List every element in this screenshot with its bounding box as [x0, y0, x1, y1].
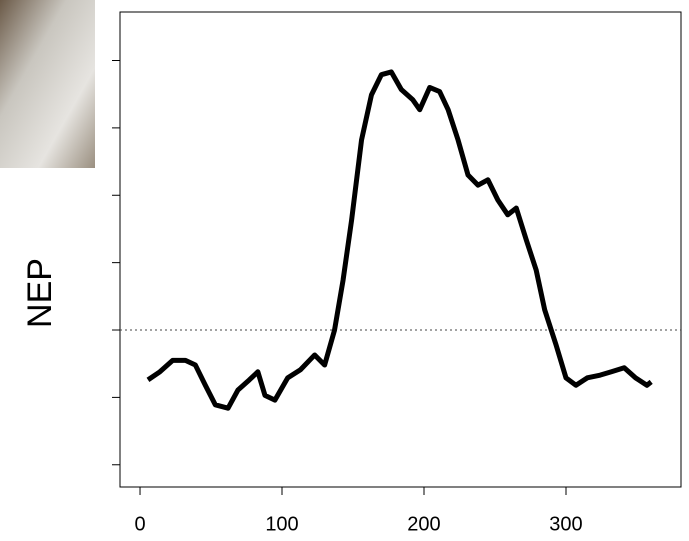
x-tick-label: 0 [134, 513, 145, 535]
x-tick-label: 200 [407, 513, 440, 535]
x-tick-label: 100 [265, 513, 298, 535]
plot-frame [119, 11, 682, 488]
x-tick-label: 300 [549, 513, 582, 535]
y-axis-label: NEP [21, 258, 59, 328]
data-line [146, 69, 653, 411]
photo [0, 0, 95, 168]
